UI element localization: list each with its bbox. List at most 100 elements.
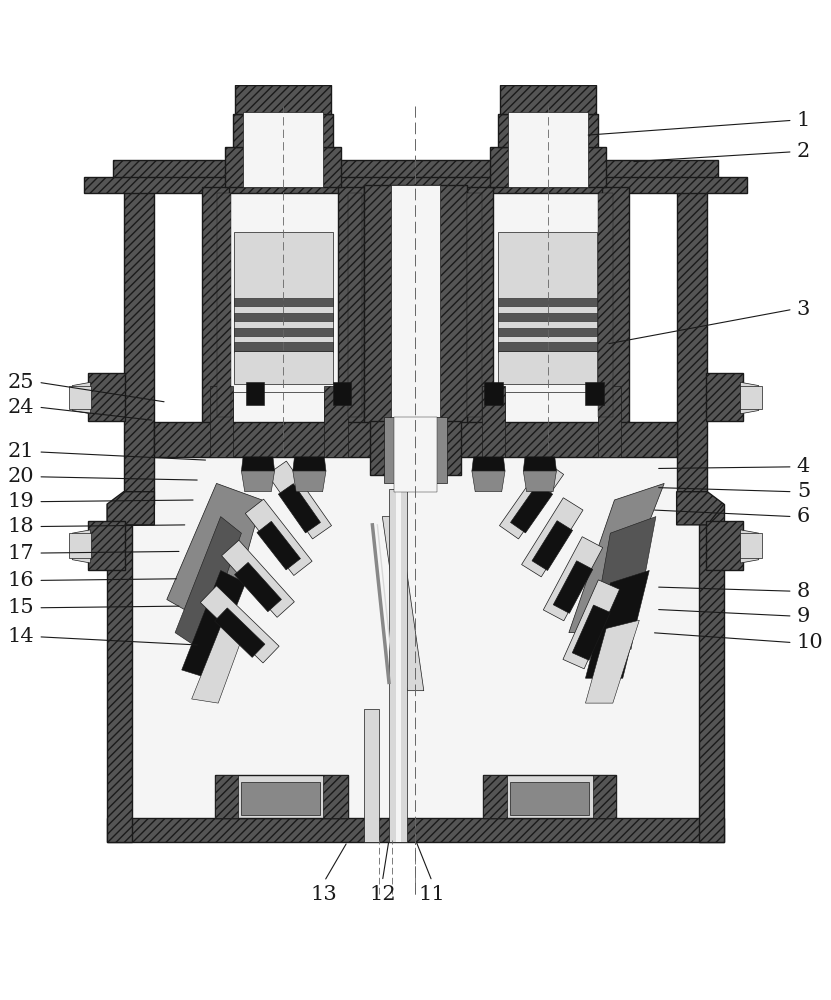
Bar [499,313,597,321]
Polygon shape [175,517,241,649]
Polygon shape [278,484,321,533]
Bar [484,775,507,818]
Polygon shape [569,483,664,633]
Bar [234,298,332,306]
Bar [234,351,332,384]
Bar [243,112,322,187]
Polygon shape [72,382,91,414]
Polygon shape [293,471,326,492]
Polygon shape [586,570,649,678]
Polygon shape [543,537,602,621]
Bar [69,533,91,558]
Bar [155,422,676,457]
Bar [225,147,341,187]
Bar [499,298,597,306]
Bar [597,386,621,457]
Bar [389,489,407,842]
Text: 10: 10 [797,633,824,652]
Text: 21: 21 [7,442,34,461]
Polygon shape [293,457,326,471]
Polygon shape [676,492,724,525]
Polygon shape [532,521,573,570]
Polygon shape [524,471,557,492]
Bar [234,114,332,147]
Polygon shape [563,580,620,669]
Bar [484,775,616,818]
Bar [217,193,232,417]
Bar [215,775,347,818]
Polygon shape [472,457,505,471]
Bar [499,351,597,384]
Polygon shape [222,540,294,617]
Text: 4: 4 [797,457,810,476]
Polygon shape [268,461,332,539]
Polygon shape [124,168,155,504]
Bar [241,782,320,815]
Bar [394,417,437,492]
Polygon shape [676,168,707,504]
Bar [391,185,440,450]
Bar [396,489,401,842]
Bar [602,187,628,450]
Text: 15: 15 [7,598,34,617]
Bar [706,373,743,421]
Bar [509,112,588,187]
Bar [84,177,747,193]
Bar [740,386,762,409]
Bar [107,504,132,842]
Polygon shape [257,521,301,570]
Bar [229,187,337,450]
Bar [124,162,707,185]
Bar [597,193,612,417]
Text: 18: 18 [7,517,34,536]
Bar [494,187,602,450]
Bar [384,417,447,483]
Text: 11: 11 [419,885,445,904]
Bar [322,775,347,818]
Text: 13: 13 [311,885,337,904]
Polygon shape [107,492,155,525]
Polygon shape [499,461,563,539]
Text: 1: 1 [797,111,810,130]
Polygon shape [192,620,245,703]
Text: 20: 20 [7,467,34,486]
Bar [467,193,482,417]
Bar [332,382,351,405]
Polygon shape [586,620,639,703]
Polygon shape [167,483,262,633]
Bar [245,382,263,405]
Text: 24: 24 [7,398,34,417]
Bar [88,373,125,421]
Text: 12: 12 [369,885,396,904]
Text: 8: 8 [797,582,810,601]
Bar [203,187,229,450]
Polygon shape [522,498,583,577]
Text: 2: 2 [797,142,810,161]
Bar [490,147,606,187]
Bar [499,342,597,351]
Text: 5: 5 [797,482,810,501]
Polygon shape [510,484,553,533]
Polygon shape [200,586,279,663]
Bar [234,313,332,321]
Bar [113,160,718,187]
Bar [499,232,597,352]
Bar [234,328,332,336]
Polygon shape [524,457,557,471]
Polygon shape [245,499,312,575]
Text: 16: 16 [7,571,34,590]
Bar [482,386,505,457]
Bar [132,454,699,818]
Polygon shape [241,471,274,492]
Text: 25: 25 [7,373,34,392]
Bar [467,187,494,450]
Polygon shape [214,608,265,657]
Polygon shape [472,471,505,492]
Bar [586,382,603,405]
Text: 17: 17 [7,544,34,563]
Bar [699,504,724,842]
Text: 14: 14 [7,627,34,646]
Bar [593,775,616,818]
Bar [364,709,379,842]
Bar [499,114,597,147]
